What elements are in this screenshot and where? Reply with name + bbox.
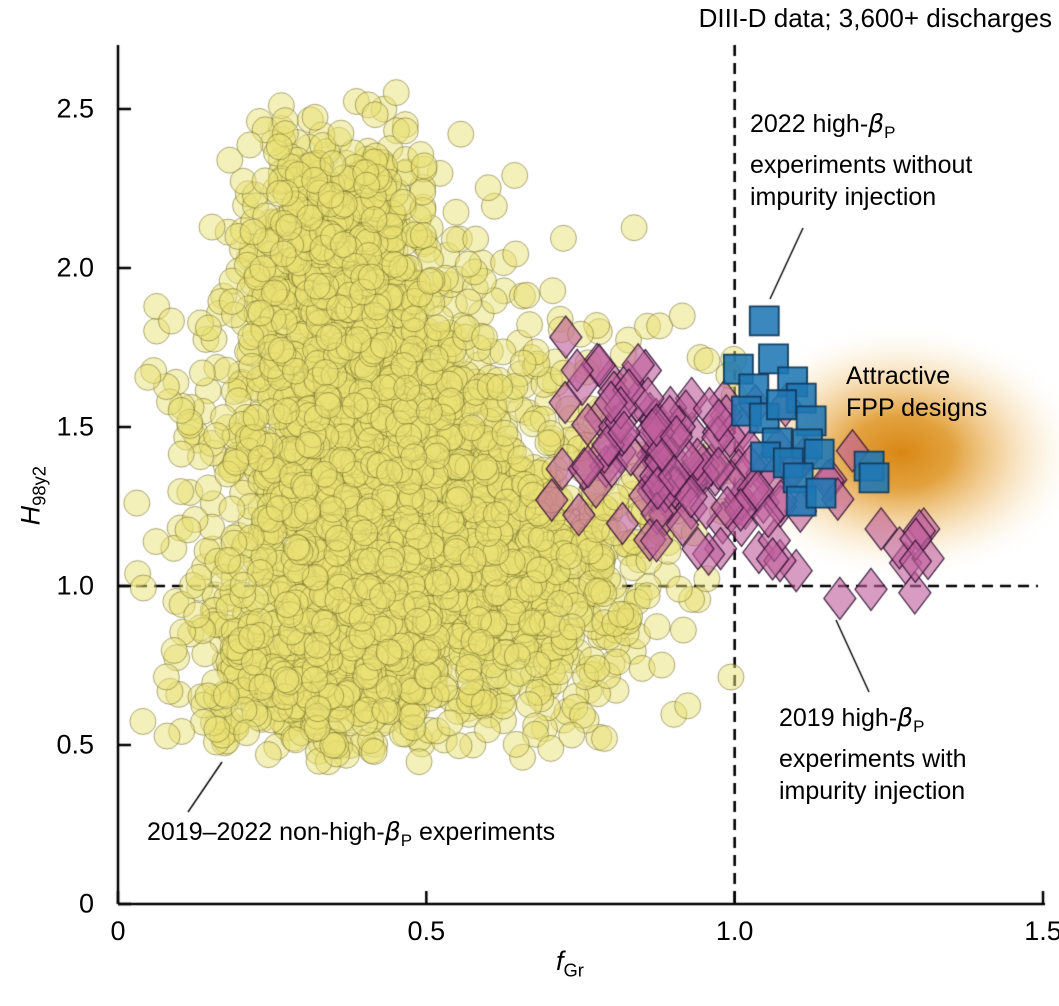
beta-symbol: β [868, 109, 885, 138]
annotation-text: 2019–2022 non-high- [147, 818, 385, 846]
annotation-line: 2022 high-βP [750, 108, 972, 149]
y-axis-label: H98y2 [15, 421, 50, 571]
annotation-text: impurity injection [779, 777, 966, 805]
x-tick-label: 1.5 [1024, 916, 1059, 946]
annotation-text: experiments without [750, 151, 973, 179]
x-axis-label-symbol: f [556, 946, 564, 976]
annotation-line: 2019 high-βP [779, 702, 967, 743]
annotation-non-high-betap: 2019–2022 non-high-βP experiments [147, 816, 555, 857]
beta-symbol: β [384, 817, 401, 846]
annotation-text: FPP designs [846, 394, 988, 422]
beta-subscript: P [884, 123, 896, 142]
y-axis-label-subscript: 98y2 [28, 466, 50, 506]
figure-title: DIII-D data; 3,600+ discharges [698, 3, 1052, 33]
x-tick-label: 1.0 [715, 916, 754, 946]
annotation-text: experiments with [779, 745, 967, 773]
annotation-2022-high-betap: 2022 high-βP experiments without impurit… [750, 108, 972, 213]
annotation-2019-high-betap: 2019 high-βP experiments with impurity i… [779, 702, 967, 807]
beta-subscript: P [913, 717, 925, 736]
beta-subscript: P [400, 831, 413, 850]
annotation-text: impurity injection [750, 183, 937, 211]
y-tick-label: 1.0 [56, 570, 94, 601]
y-axis-label-symbol: H [15, 505, 46, 526]
annotation-text: experiments [412, 818, 556, 846]
y-tick-label: 2.5 [56, 93, 94, 124]
beta-symbol: β [897, 703, 914, 732]
y-tick-label: 0.5 [56, 729, 94, 760]
y-tick-label: 0 [78, 888, 94, 919]
annotation-text: Attractive [846, 362, 951, 390]
x-axis-label: fGr [556, 946, 584, 981]
x-tick-label: 0.5 [407, 916, 446, 946]
annotation-attractive-fpp: Attractive FPP designs [846, 360, 987, 424]
y-tick-label: 2.0 [56, 252, 94, 283]
y-tick-label: 1.5 [56, 411, 94, 442]
annotation-text: 2019 high- [779, 704, 898, 732]
annotation-text: 2022 high- [750, 110, 869, 138]
x-tick-label: 0 [110, 916, 126, 946]
x-axis-label-subscript: Gr [563, 959, 584, 981]
